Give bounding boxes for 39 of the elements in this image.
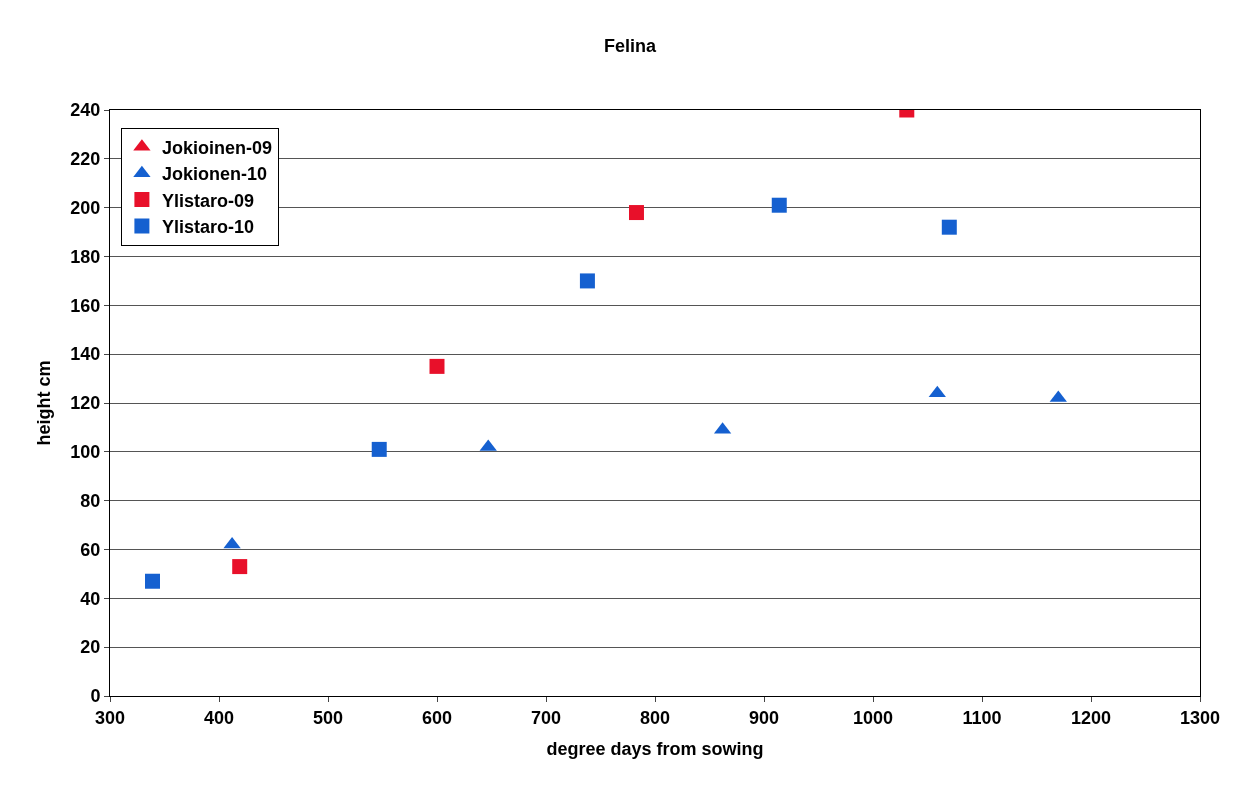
chart-title: Felina (603, 36, 657, 57)
y-tick-label: 180 (70, 246, 101, 267)
point (145, 573, 161, 589)
x-tick-label: 1000 (852, 707, 894, 728)
point (232, 559, 248, 575)
point (371, 441, 387, 457)
legend-label: Ylistaro-09 (161, 190, 254, 211)
x-tick-label: 600 (421, 707, 453, 728)
x-tick-label: 400 (203, 707, 235, 728)
y-tick-label: 220 (70, 149, 101, 170)
x-tick-label: 1200 (1070, 707, 1112, 728)
y-tick-label: 0 (90, 686, 101, 707)
y-tick-label: 240 (70, 100, 101, 121)
point (771, 197, 787, 213)
point (429, 358, 445, 374)
x-tick-label: 500 (312, 707, 344, 728)
legend-label: Ylistaro-10 (161, 217, 254, 237)
x-tick-label: 300 (94, 707, 126, 728)
y-tick-label: 100 (70, 442, 101, 463)
y-axis-title: height cm (33, 360, 54, 446)
x-tick-label: 900 (748, 707, 780, 728)
y-tick-label: 20 (80, 637, 101, 658)
legend-label: Jokionen-10 (161, 164, 267, 185)
point (628, 205, 644, 221)
y-tick-label: 140 (70, 344, 101, 365)
x-tick-label: 700 (530, 707, 562, 728)
y-tick-label: 40 (80, 588, 101, 609)
point (579, 273, 595, 289)
point (941, 219, 957, 235)
x-axis-title: degree days from sowing (546, 738, 764, 759)
y-tick-label: 80 (80, 490, 101, 511)
y-tick-label: 60 (80, 539, 101, 560)
x-tick-label: 800 (639, 707, 671, 728)
x-tick-label: 1300 (1179, 707, 1221, 728)
x-tick-label: 1100 (962, 707, 1002, 728)
y-tick-label: 160 (70, 295, 101, 316)
legend-label: Jokioinen-09 (161, 137, 272, 158)
y-tick-label: 120 (70, 393, 101, 414)
y-tick-label: 200 (70, 197, 101, 218)
